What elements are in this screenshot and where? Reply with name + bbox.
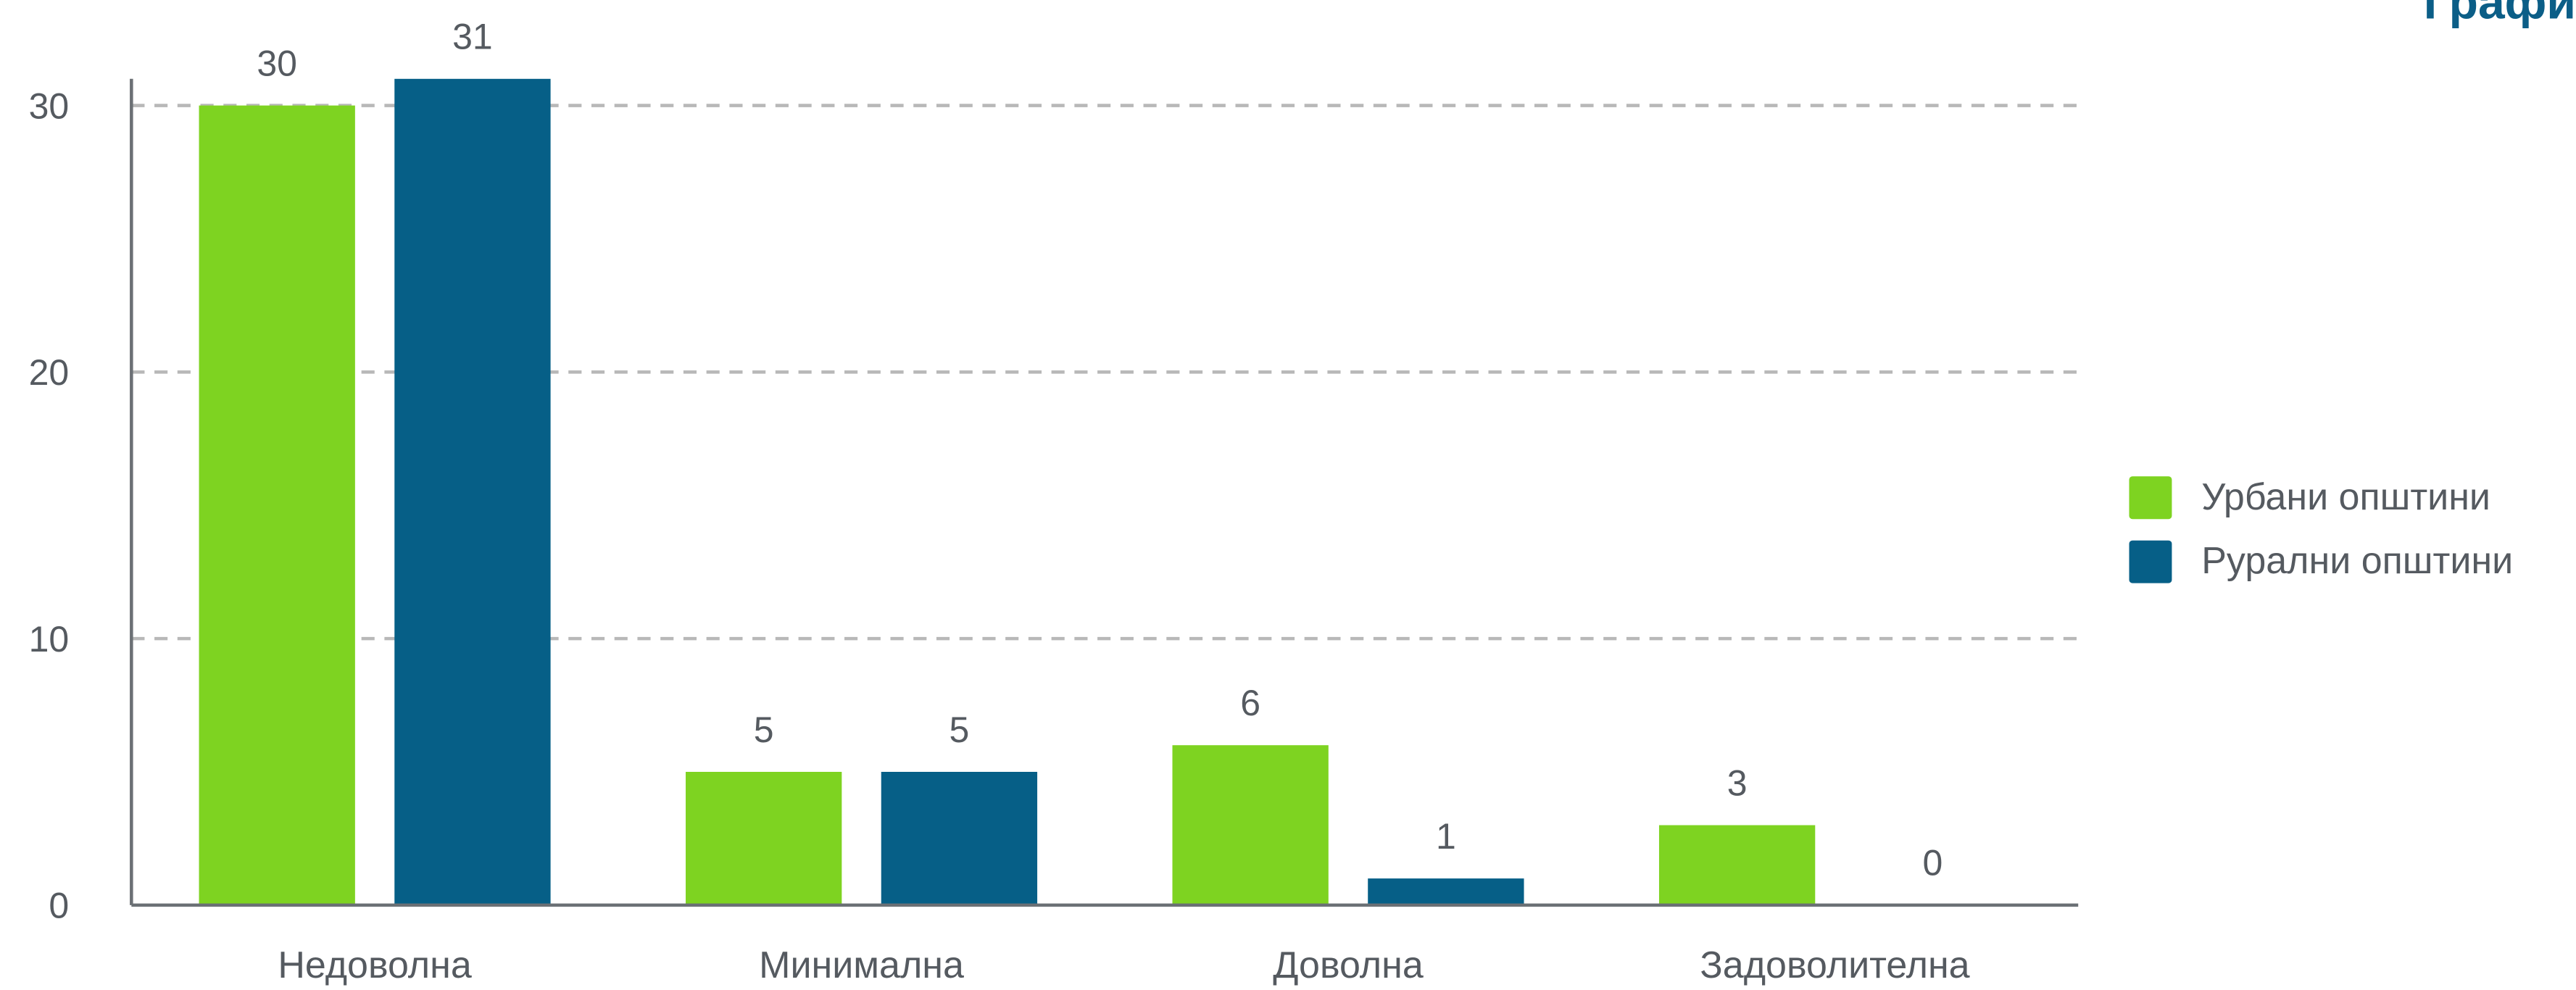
y-tick-label: 30: [29, 86, 70, 126]
data-label: 5: [754, 710, 774, 750]
y-tick-label: 0: [49, 886, 69, 926]
x-tick-label: Недоволна: [278, 944, 471, 986]
legend-label: Рурални општини: [2201, 540, 2513, 582]
x-tick-label: Задоволителна: [1700, 944, 1969, 986]
x-tick-label: Доволна: [1273, 944, 1424, 986]
legend-swatch: [2129, 476, 2172, 520]
data-label: 30: [257, 43, 297, 83]
data-label: 3: [1727, 762, 1748, 803]
legend-swatch: [2129, 540, 2172, 583]
bar: [1658, 825, 1816, 905]
y-tick-label: 20: [29, 352, 70, 393]
data-label: 1: [1436, 816, 1456, 857]
data-label: 6: [1240, 683, 1260, 723]
bar: [1172, 745, 1329, 905]
y-tick-label: 10: [29, 619, 70, 660]
data-label: 0: [1922, 843, 1943, 883]
bar: [394, 78, 551, 905]
chart-title: Графи: [2424, 0, 2576, 28]
bar: [881, 772, 1038, 905]
bar: [686, 772, 842, 905]
data-label: 5: [949, 710, 969, 750]
bar: [1368, 878, 1524, 905]
legend-label: Урбани општини: [2201, 476, 2490, 518]
bar: [199, 105, 355, 905]
x-tick-label: Минимална: [759, 944, 964, 986]
data-label: 31: [452, 17, 493, 57]
